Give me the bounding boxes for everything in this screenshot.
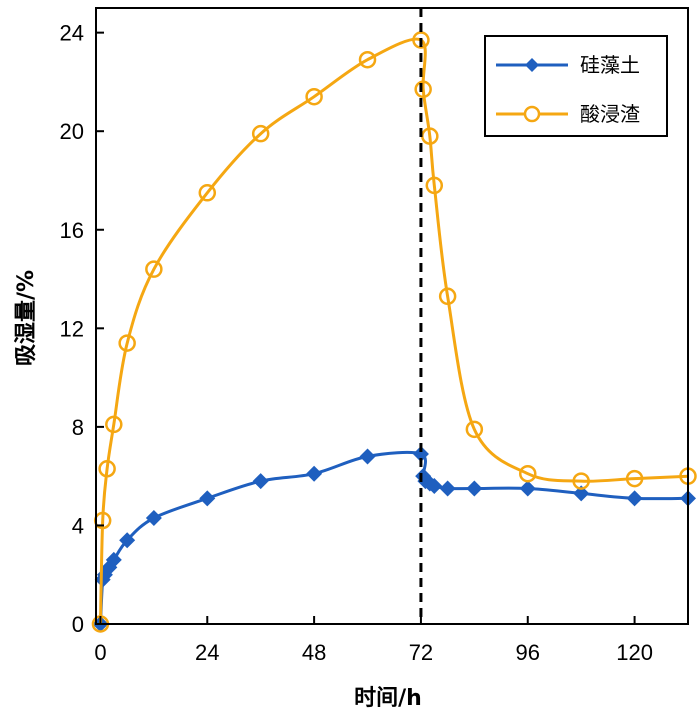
data-point-diamond [119,532,136,549]
data-point-circle [118,334,136,352]
legend-marker-diatomite [525,58,539,72]
data-point-circle [251,124,270,143]
data-point-diamond [466,480,483,497]
y-tick-label: 0 [72,612,84,637]
x-tick-label: 0 [94,640,106,665]
data-point-diamond [199,490,216,507]
y-tick-label: 16 [60,218,84,243]
y-tick-label: 24 [60,21,84,46]
data-point-diamond [519,480,536,497]
plot-frame [95,7,689,625]
x-tick-label: 96 [516,640,540,665]
data-point-circle [519,464,537,483]
y-tick-label: 4 [72,513,84,538]
data-point-diamond [426,478,443,495]
data-point-circle [414,80,432,99]
x-tick-label: 72 [409,640,433,665]
series-line-0 [99,450,689,625]
data-point-circle [105,415,123,434]
data-point-circle [572,472,590,490]
data-point-circle [305,87,323,106]
data-point-diamond [252,473,269,490]
legend-box [484,35,668,137]
data-point-circle [465,420,484,439]
data-point-circle [358,50,377,69]
data-point-circle [625,469,644,488]
data-point-diamond [439,480,456,497]
legend-label-diatomite: 硅藻土 [580,53,640,77]
data-point-diamond [412,445,429,462]
data-point-diamond [573,485,590,502]
y-axis-title: 吸湿量/% [14,270,39,366]
legend-label-acid-residue: 酸浸渣 [580,102,640,126]
y-tick-label: 20 [60,119,84,144]
legend: 硅藻土 酸浸渣 [484,35,668,137]
data-point-circle [198,184,217,202]
data-point-diamond [105,551,122,568]
x-tick-label: 120 [616,640,653,665]
data-point-diamond [145,510,162,527]
data-point-diamond [359,448,376,465]
x-tick-label: 48 [302,640,326,665]
x-axis-title: 时间/h [354,686,422,711]
series-line-1 [99,37,689,625]
data-point-circle [98,460,116,478]
data-point-circle [412,31,430,49]
data-point-diamond [626,490,643,507]
y-tick-label: 8 [72,415,84,440]
legend-marker-acid-residue [523,105,541,123]
y-tick-label: 12 [60,316,84,341]
data-point-circle [425,176,444,195]
data-point-diamond [306,465,323,482]
x-tick-label: 24 [195,640,219,665]
plot-area [91,8,697,633]
data-point-circle [145,260,163,278]
data-point-circle [438,287,457,306]
